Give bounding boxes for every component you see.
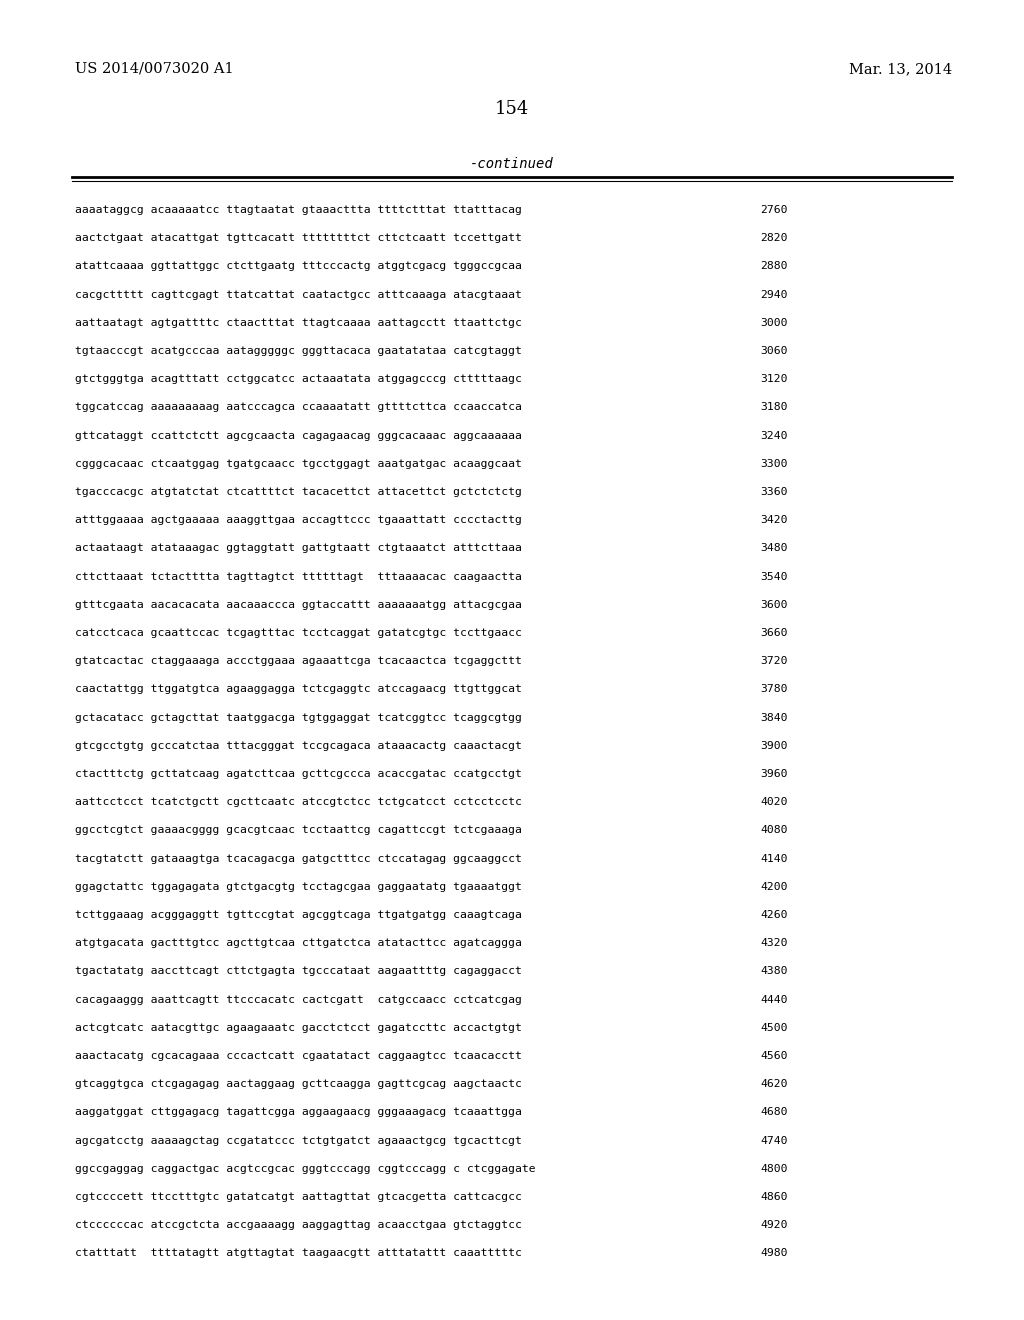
Text: tacgtatctt gataaagtga tcacagacga gatgctttcc ctccatagag ggcaaggcct: tacgtatctt gataaagtga tcacagacga gatgctt… bbox=[75, 854, 522, 863]
Text: 4440: 4440 bbox=[760, 994, 787, 1005]
Text: 4140: 4140 bbox=[760, 854, 787, 863]
Text: US 2014/0073020 A1: US 2014/0073020 A1 bbox=[75, 62, 233, 77]
Text: 4920: 4920 bbox=[760, 1220, 787, 1230]
Text: gtcgcctgtg gcccatctaa tttacgggat tccgcagaca ataaacactg caaactacgt: gtcgcctgtg gcccatctaa tttacgggat tccgcag… bbox=[75, 741, 522, 751]
Text: actcgtcatc aatacgttgc agaagaaatc gacctctcct gagatccttc accactgtgt: actcgtcatc aatacgttgc agaagaaatc gacctct… bbox=[75, 1023, 522, 1032]
Text: 4260: 4260 bbox=[760, 909, 787, 920]
Text: aattaatagt agtgattttc ctaactttat ttagtcaaaa aattagcctt ttaattctgc: aattaatagt agtgattttc ctaactttat ttagtca… bbox=[75, 318, 522, 327]
Text: aaactacatg cgcacagaaa cccactcatt cgaatatact caggaagtcc tcaacacctt: aaactacatg cgcacagaaa cccactcatt cgaatat… bbox=[75, 1051, 522, 1061]
Text: agcgatcctg aaaaagctag ccgatatccc tctgtgatct agaaactgcg tgcacttcgt: agcgatcctg aaaaagctag ccgatatccc tctgtga… bbox=[75, 1135, 522, 1146]
Text: 4200: 4200 bbox=[760, 882, 787, 892]
Text: cacgcttttt cagttcgagt ttatcattat caatactgcc atttcaaaga atacgtaaat: cacgcttttt cagttcgagt ttatcattat caatact… bbox=[75, 289, 522, 300]
Text: 2880: 2880 bbox=[760, 261, 787, 272]
Text: cgtccccett ttcctttgtc gatatcatgt aattagttat gtcacgetta cattcacgcc: cgtccccett ttcctttgtc gatatcatgt aattagt… bbox=[75, 1192, 522, 1203]
Text: 3420: 3420 bbox=[760, 515, 787, 525]
Text: gtttcgaata aacacacata aacaaaccca ggtaccattt aaaaaaatgg attacgcgaa: gtttcgaata aacacacata aacaaaccca ggtacca… bbox=[75, 599, 522, 610]
Text: 4800: 4800 bbox=[760, 1164, 787, 1173]
Text: ggccgaggag caggactgac acgtccgcac gggtcccagg cggtcccagg c ctcggagate: ggccgaggag caggactgac acgtccgcac gggtccc… bbox=[75, 1164, 536, 1173]
Text: -continued: -continued bbox=[470, 157, 554, 172]
Text: 3960: 3960 bbox=[760, 770, 787, 779]
Text: gtcaggtgca ctcgagagag aactaggaag gcttcaagga gagttcgcag aagctaactc: gtcaggtgca ctcgagagag aactaggaag gcttcaa… bbox=[75, 1080, 522, 1089]
Text: tgacccacgc atgtatctat ctcattttct tacacettct attacettct gctctctctg: tgacccacgc atgtatctat ctcattttct tacacet… bbox=[75, 487, 522, 498]
Text: 3780: 3780 bbox=[760, 684, 787, 694]
Text: 3000: 3000 bbox=[760, 318, 787, 327]
Text: actaataagt atataaagac ggtaggtatt gattgtaatt ctgtaaatct atttcttaaa: actaataagt atataaagac ggtaggtatt gattgta… bbox=[75, 544, 522, 553]
Text: 3060: 3060 bbox=[760, 346, 787, 356]
Text: aaggatggat cttggagacg tagattcgga aggaagaacg gggaaagacg tcaaattgga: aaggatggat cttggagacg tagattcgga aggaaga… bbox=[75, 1107, 522, 1118]
Text: 4860: 4860 bbox=[760, 1192, 787, 1203]
Text: 4680: 4680 bbox=[760, 1107, 787, 1118]
Text: cttcttaaat tctactttta tagttagtct ttttttagt  tttaaaacac caagaactta: cttcttaaat tctactttta tagttagtct tttttta… bbox=[75, 572, 522, 582]
Text: ctactttctg gcttatcaag agatcttcaa gcttcgccca acaccgatac ccatgcctgt: ctactttctg gcttatcaag agatcttcaa gcttcgc… bbox=[75, 770, 522, 779]
Text: tgactatatg aaccttcagt cttctgagta tgcccataat aagaattttg cagaggacct: tgactatatg aaccttcagt cttctgagta tgcccat… bbox=[75, 966, 522, 977]
Text: gttcataggt ccattctctt agcgcaacta cagagaacag gggcacaaac aggcaaaaaa: gttcataggt ccattctctt agcgcaacta cagagaa… bbox=[75, 430, 522, 441]
Text: catcctcaca gcaattccac tcgagtttac tcctcaggat gatatcgtgc tccttgaacc: catcctcaca gcaattccac tcgagtttac tcctcag… bbox=[75, 628, 522, 638]
Text: tgtaacccgt acatgcccaa aatagggggc gggttacaca gaatatataa catcgtaggt: tgtaacccgt acatgcccaa aatagggggc gggttac… bbox=[75, 346, 522, 356]
Text: atttggaaaa agctgaaaaa aaaggttgaa accagttccc tgaaattatt cccctacttg: atttggaaaa agctgaaaaa aaaggttgaa accagtt… bbox=[75, 515, 522, 525]
Text: gtatcactac ctaggaaaga accctggaaa agaaattcga tcacaactca tcgaggcttt: gtatcactac ctaggaaaga accctggaaa agaaatt… bbox=[75, 656, 522, 667]
Text: cgggcacaac ctcaatggag tgatgcaacc tgcctggagt aaatgatgac acaaggcaat: cgggcacaac ctcaatggag tgatgcaacc tgcctgg… bbox=[75, 459, 522, 469]
Text: 3840: 3840 bbox=[760, 713, 787, 722]
Text: atattcaaaa ggttattggc ctcttgaatg tttcccactg atggtcgacg tgggccgcaa: atattcaaaa ggttattggc ctcttgaatg tttccca… bbox=[75, 261, 522, 272]
Text: ggagctattc tggagagata gtctgacgtg tcctagcgaa gaggaatatg tgaaaatggt: ggagctattc tggagagata gtctgacgtg tcctagc… bbox=[75, 882, 522, 892]
Text: 3240: 3240 bbox=[760, 430, 787, 441]
Text: 4500: 4500 bbox=[760, 1023, 787, 1032]
Text: 3660: 3660 bbox=[760, 628, 787, 638]
Text: aactctgaat atacattgat tgttcacatt ttttttttct cttctcaatt tccettgatt: aactctgaat atacattgat tgttcacatt ttttttt… bbox=[75, 234, 522, 243]
Text: 4560: 4560 bbox=[760, 1051, 787, 1061]
Text: 3300: 3300 bbox=[760, 459, 787, 469]
Text: 3900: 3900 bbox=[760, 741, 787, 751]
Text: caactattgg ttggatgtca agaaggagga tctcgaggtc atccagaacg ttgttggcat: caactattgg ttggatgtca agaaggagga tctcgag… bbox=[75, 684, 522, 694]
Text: ctccccccac atccgctcta accgaaaagg aaggagttag acaacctgaa gtctaggtcc: ctccccccac atccgctcta accgaaaagg aaggagt… bbox=[75, 1220, 522, 1230]
Text: 4380: 4380 bbox=[760, 966, 787, 977]
Text: 3180: 3180 bbox=[760, 403, 787, 412]
Text: aaaataggcg acaaaaatcc ttagtaatat gtaaacttta ttttctttat ttatttacag: aaaataggcg acaaaaatcc ttagtaatat gtaaact… bbox=[75, 205, 522, 215]
Text: 2820: 2820 bbox=[760, 234, 787, 243]
Text: 4740: 4740 bbox=[760, 1135, 787, 1146]
Text: tcttggaaag acgggaggtt tgttccgtat agcggtcaga ttgatgatgg caaagtcaga: tcttggaaag acgggaggtt tgttccgtat agcggtc… bbox=[75, 909, 522, 920]
Text: ctatttatt  ttttatagtt atgttagtat taagaacgtt atttatattt caaatttttc: ctatttatt ttttatagtt atgttagtat taagaacg… bbox=[75, 1249, 522, 1258]
Text: 3600: 3600 bbox=[760, 599, 787, 610]
Text: 2940: 2940 bbox=[760, 289, 787, 300]
Text: gtctgggtga acagtttatt cctggcatcc actaaatata atggagcccg ctttttaagc: gtctgggtga acagtttatt cctggcatcc actaaat… bbox=[75, 374, 522, 384]
Text: 3720: 3720 bbox=[760, 656, 787, 667]
Text: 2760: 2760 bbox=[760, 205, 787, 215]
Text: 4620: 4620 bbox=[760, 1080, 787, 1089]
Text: atgtgacata gactttgtcc agcttgtcaa cttgatctca atatacttcc agatcaggga: atgtgacata gactttgtcc agcttgtcaa cttgatc… bbox=[75, 939, 522, 948]
Text: Mar. 13, 2014: Mar. 13, 2014 bbox=[849, 62, 952, 77]
Text: 4020: 4020 bbox=[760, 797, 787, 808]
Text: 3360: 3360 bbox=[760, 487, 787, 498]
Text: tggcatccag aaaaaaaaag aatcccagca ccaaaatatt gttttcttca ccaaccatca: tggcatccag aaaaaaaaag aatcccagca ccaaaat… bbox=[75, 403, 522, 412]
Text: 3540: 3540 bbox=[760, 572, 787, 582]
Text: 3120: 3120 bbox=[760, 374, 787, 384]
Text: ggcctcgtct gaaaacgggg gcacgtcaac tcctaattcg cagattccgt tctcgaaaga: ggcctcgtct gaaaacgggg gcacgtcaac tcctaat… bbox=[75, 825, 522, 836]
Text: 4980: 4980 bbox=[760, 1249, 787, 1258]
Text: aattcctcct tcatctgctt cgcttcaatc atccgtctcc tctgcatcct cctcctcctc: aattcctcct tcatctgctt cgcttcaatc atccgtc… bbox=[75, 797, 522, 808]
Text: 4080: 4080 bbox=[760, 825, 787, 836]
Text: cacagaaggg aaattcagtt ttcccacatc cactcgatt  catgccaacc cctcatcgag: cacagaaggg aaattcagtt ttcccacatc cactcga… bbox=[75, 994, 522, 1005]
Text: 3480: 3480 bbox=[760, 544, 787, 553]
Text: gctacatacc gctagcttat taatggacga tgtggaggat tcatcggtcc tcaggcgtgg: gctacatacc gctagcttat taatggacga tgtggag… bbox=[75, 713, 522, 722]
Text: 154: 154 bbox=[495, 100, 529, 117]
Text: 4320: 4320 bbox=[760, 939, 787, 948]
